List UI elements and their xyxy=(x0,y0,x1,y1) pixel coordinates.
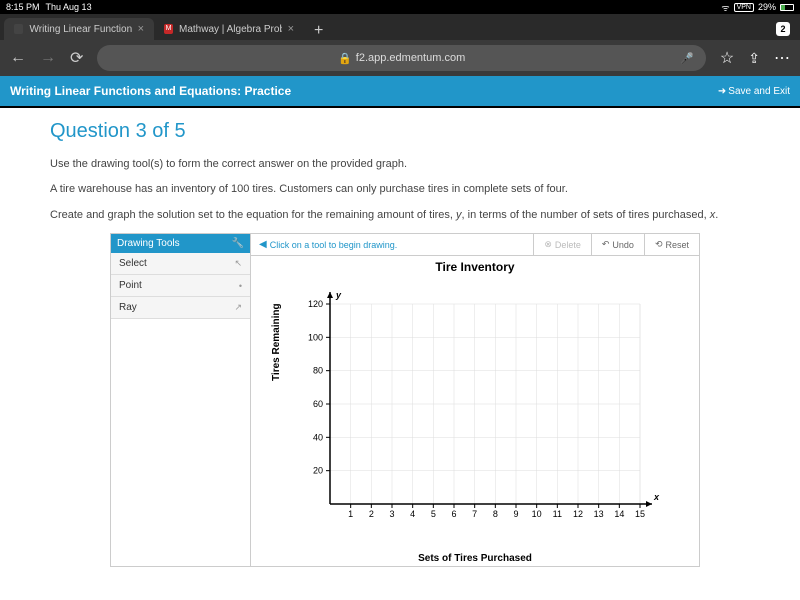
question-instruction: Use the drawing tool(s) to form the corr… xyxy=(50,157,780,172)
share-icon[interactable]: ⇪ xyxy=(748,50,760,67)
svg-text:20: 20 xyxy=(313,466,323,476)
svg-text:13: 13 xyxy=(594,509,604,519)
vpn-badge: VPN xyxy=(734,3,754,12)
svg-text:120: 120 xyxy=(308,299,323,309)
svg-text:40: 40 xyxy=(313,433,323,443)
reset-label: Reset xyxy=(665,240,689,250)
status-date: Thu Aug 13 xyxy=(46,2,92,12)
app-header: Writing Linear Functions and Equations: … xyxy=(0,76,800,106)
wifi-icon: ᯤ xyxy=(721,1,729,14)
svg-text:14: 14 xyxy=(614,509,624,519)
graph-area[interactable]: Tire Inventory 1234567891011121314152040… xyxy=(251,256,699,566)
graph-widget: Drawing Tools 🔧 Select ↖ Point • Ray ↗ ◀… xyxy=(110,233,700,567)
more-icon[interactable]: ⋯ xyxy=(774,48,790,68)
graph-title: Tire Inventory xyxy=(251,260,699,274)
tip-label: Click on a tool to begin drawing. xyxy=(270,240,398,250)
device-status-bar: 8:15 PM Thu Aug 13 ᯤ VPN 29% xyxy=(0,0,800,14)
graph-toolbar: ◀ Click on a tool to begin drawing. ⊗ De… xyxy=(251,234,699,256)
tip-text: ◀ Click on a tool to begin drawing. xyxy=(251,239,533,250)
tools-header-label: Drawing Tools xyxy=(117,238,180,249)
svg-text:1: 1 xyxy=(348,509,353,519)
wrench-icon: 🔧 xyxy=(232,238,244,249)
reset-icon: ⟲ xyxy=(655,239,663,250)
tool-label: Point xyxy=(119,280,142,291)
question-prompt: Create and graph the solution set to the… xyxy=(50,208,780,223)
ray-icon: ↗ xyxy=(234,302,242,313)
reset-button[interactable]: ⟲ Reset xyxy=(644,234,699,255)
tool-point[interactable]: Point • xyxy=(111,275,250,297)
tool-label: Ray xyxy=(119,302,137,313)
drawing-tools-panel: Drawing Tools 🔧 Select ↖ Point • Ray ↗ xyxy=(111,234,251,566)
tab-counter[interactable]: 2 xyxy=(776,22,790,36)
tool-label: Select xyxy=(119,258,147,269)
battery-icon xyxy=(780,4,794,11)
close-icon[interactable]: × xyxy=(288,23,294,35)
x-axis-label: Sets of Tires Purchased xyxy=(418,553,532,564)
url-bar[interactable]: 🔒 f2.app.edmentum.com 🎤 xyxy=(97,45,706,71)
question-content: Question 3 of 5 Use the drawing tool(s) … xyxy=(0,108,800,567)
svg-text:6: 6 xyxy=(451,509,456,519)
svg-text:9: 9 xyxy=(513,509,518,519)
browser-tab-bar: Writing Linear Functions × M Mathway | A… xyxy=(0,14,800,40)
svg-text:80: 80 xyxy=(313,366,323,376)
svg-text:y: y xyxy=(335,290,342,300)
delete-label: Delete xyxy=(555,240,581,250)
tool-ray[interactable]: Ray ↗ xyxy=(111,297,250,319)
mic-icon[interactable]: 🎤 xyxy=(680,52,694,65)
bookmark-icon[interactable]: ☆ xyxy=(720,48,734,68)
svg-text:5: 5 xyxy=(431,509,436,519)
svg-text:12: 12 xyxy=(573,509,583,519)
svg-text:3: 3 xyxy=(389,509,394,519)
status-time: 8:15 PM xyxy=(6,2,40,12)
undo-button[interactable]: ↶ Undo xyxy=(591,234,644,255)
save-icon: ➜ xyxy=(718,86,726,97)
cursor-icon: ↖ xyxy=(234,258,242,269)
svg-text:60: 60 xyxy=(313,399,323,409)
undo-label: Undo xyxy=(612,240,634,250)
question-context: A tire warehouse has an inventory of 100… xyxy=(50,182,780,197)
svg-text:8: 8 xyxy=(493,509,498,519)
tab-favicon-icon xyxy=(14,24,23,34)
tool-select[interactable]: Select ↖ xyxy=(111,253,250,275)
browser-nav-bar: ← → ⟳ 🔒 f2.app.edmentum.com 🎤 ☆ ⇪ ⋯ xyxy=(0,40,800,76)
y-axis-label: Tires Remaining xyxy=(271,304,282,382)
undo-icon: ↶ xyxy=(602,239,610,250)
url-text: f2.app.edmentum.com xyxy=(356,52,465,64)
delete-icon: ⊗ xyxy=(544,239,552,250)
svg-text:7: 7 xyxy=(472,509,477,519)
tools-header: Drawing Tools 🔧 xyxy=(111,234,250,253)
tab-favicon-icon: M xyxy=(164,24,173,34)
page-title: Writing Linear Functions and Equations: … xyxy=(10,84,291,98)
svg-text:15: 15 xyxy=(635,509,645,519)
chevron-left-icon: ◀ xyxy=(259,239,267,250)
svg-text:10: 10 xyxy=(532,509,542,519)
new-tab-button[interactable]: + xyxy=(304,22,333,40)
svg-text:4: 4 xyxy=(410,509,415,519)
forward-icon[interactable]: → xyxy=(40,49,56,67)
save-exit-label: Save and Exit xyxy=(728,86,790,97)
tab-label: Mathway | Algebra Proble xyxy=(179,24,282,35)
tab-writing-linear[interactable]: Writing Linear Functions × xyxy=(4,18,154,40)
graph-panel: ◀ Click on a tool to begin drawing. ⊗ De… xyxy=(251,234,699,566)
back-icon[interactable]: ← xyxy=(10,49,26,67)
tab-mathway[interactable]: M Mathway | Algebra Proble × xyxy=(154,18,304,40)
lock-icon: 🔒 xyxy=(338,52,352,65)
delete-button[interactable]: ⊗ Delete xyxy=(533,234,591,255)
svg-text:11: 11 xyxy=(553,509,562,519)
save-exit-button[interactable]: ➜ Save and Exit xyxy=(718,86,790,97)
close-icon[interactable]: × xyxy=(138,23,144,35)
battery-percent: 29% xyxy=(758,2,776,12)
tab-label: Writing Linear Functions xyxy=(29,24,131,35)
svg-text:x: x xyxy=(653,492,660,502)
svg-text:2: 2 xyxy=(369,509,374,519)
reload-icon[interactable]: ⟳ xyxy=(70,48,83,68)
chart-svg[interactable]: 12345678910111213141520406080100120yx xyxy=(265,274,685,544)
question-number: Question 3 of 5 xyxy=(50,120,780,143)
point-icon: • xyxy=(239,281,242,291)
svg-text:100: 100 xyxy=(308,333,323,343)
